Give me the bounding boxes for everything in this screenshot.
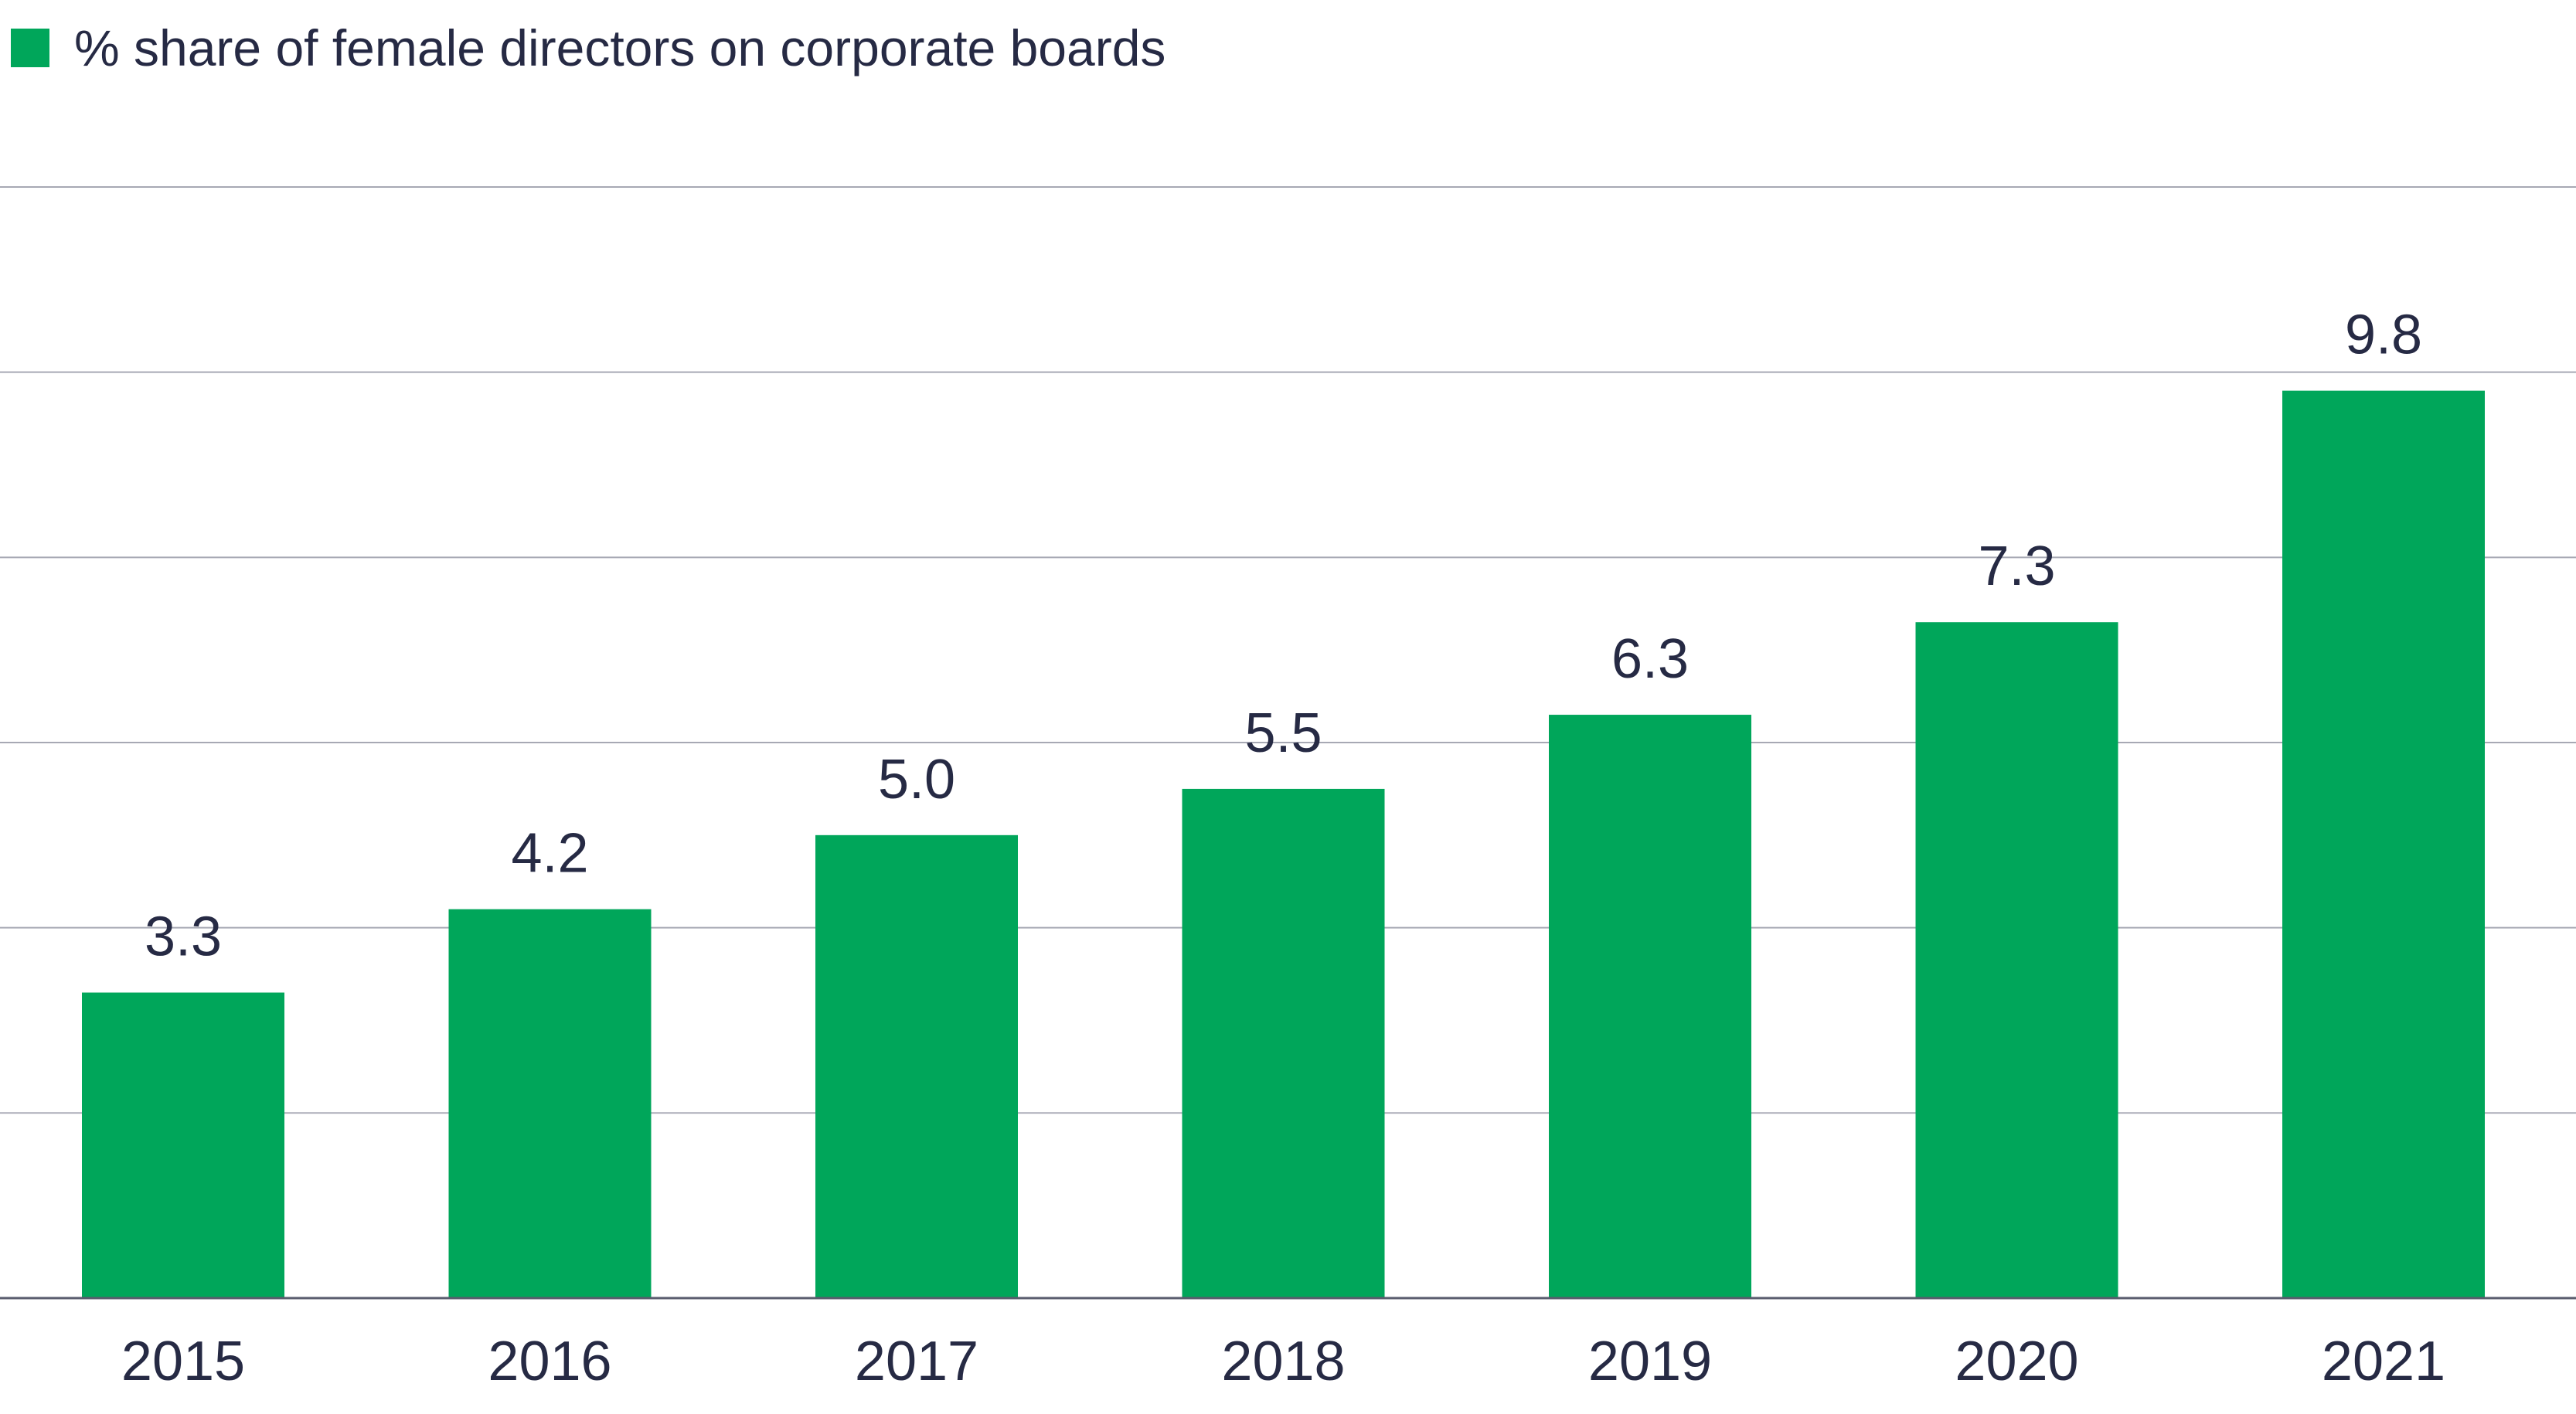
x-tick-label-2017: 2017 bbox=[855, 1331, 978, 1392]
x-tick-label-2019: 2019 bbox=[1588, 1331, 1712, 1392]
data-label-2020: 7.3 bbox=[1978, 535, 2055, 597]
data-label-2019: 6.3 bbox=[1611, 628, 1689, 690]
x-tick-label-2018: 2018 bbox=[1221, 1331, 1345, 1392]
data-label-2017: 5.0 bbox=[878, 749, 955, 811]
legend-label: % share of female directors on corporate… bbox=[74, 19, 1166, 76]
x-tick-label-2021: 2021 bbox=[2322, 1331, 2445, 1392]
data-label-2016: 4.2 bbox=[511, 823, 588, 885]
data-label-2015: 3.3 bbox=[145, 906, 222, 968]
bar-2019 bbox=[1549, 715, 1751, 1298]
x-tick-labels: 2015 2016 2017 2018 2019 2020 2021 bbox=[121, 1331, 2445, 1392]
data-label-2021: 9.8 bbox=[2345, 304, 2422, 366]
x-tick-label-2020: 2020 bbox=[1955, 1331, 2078, 1392]
bar-2017 bbox=[815, 834, 1018, 1298]
bar-2018 bbox=[1182, 788, 1385, 1298]
data-labels: 3.3 4.2 5.0 5.5 6.3 7.3 9.8 bbox=[145, 304, 2422, 968]
bar-2015 bbox=[82, 992, 284, 1298]
bars bbox=[82, 390, 2485, 1299]
legend: % share of female directors on corporate… bbox=[11, 15, 1165, 80]
x-tick-label-2016: 2016 bbox=[488, 1331, 611, 1392]
bar-2021 bbox=[2282, 390, 2485, 1299]
data-label-2018: 5.5 bbox=[1244, 702, 1322, 764]
x-tick-label-2015: 2015 bbox=[121, 1331, 245, 1392]
bar-2020 bbox=[1915, 622, 2118, 1298]
legend-swatch bbox=[11, 29, 49, 67]
bar-2016 bbox=[448, 909, 652, 1298]
